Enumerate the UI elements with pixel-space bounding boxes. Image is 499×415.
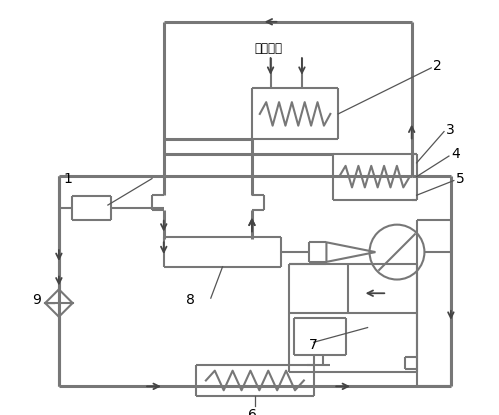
Text: 5: 5	[456, 171, 465, 186]
Text: 接冷却水: 接冷却水	[255, 42, 283, 55]
Text: 8: 8	[186, 293, 195, 307]
Text: 7: 7	[309, 338, 317, 352]
Text: 3: 3	[446, 122, 455, 137]
Text: 4: 4	[451, 147, 460, 161]
Text: 1: 1	[64, 171, 73, 186]
Text: 6: 6	[248, 408, 257, 415]
Text: 2: 2	[433, 59, 442, 73]
Text: 9: 9	[32, 293, 41, 307]
